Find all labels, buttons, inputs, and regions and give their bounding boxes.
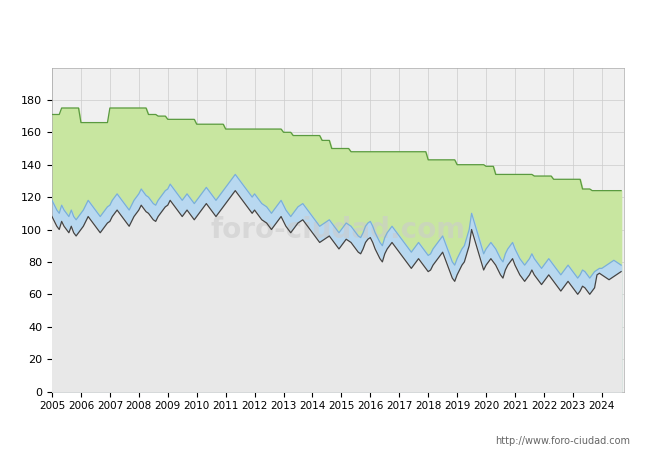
Text: foro-ciudad.com: foro-ciudad.com — [211, 216, 465, 243]
Text: http://www.foro-ciudad.com: http://www.foro-ciudad.com — [495, 436, 630, 446]
Text: Corcos - Evolucion de la poblacion en edad de Trabajar Septiembre de 2024: Corcos - Evolucion de la poblacion en ed… — [42, 21, 608, 33]
